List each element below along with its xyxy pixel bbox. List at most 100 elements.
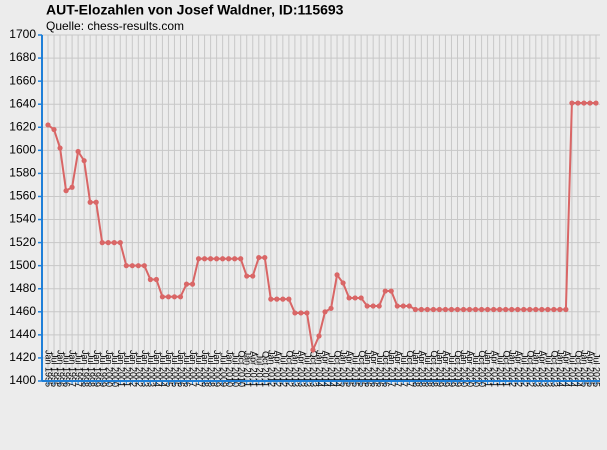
- x-tick-label: Oct 2020: [477, 350, 487, 387]
- y-tick-label: 1520: [9, 235, 36, 249]
- x-tick-label: Jan 2008: [200, 350, 210, 387]
- x-tick-label: Oct 2017: [405, 350, 415, 387]
- x-tick-label: Jul 2019: [447, 353, 457, 387]
- data-point: [165, 294, 172, 300]
- x-tick-label: Oct 2012: [285, 350, 295, 387]
- x-tick-label: Apr 2011: [248, 351, 258, 387]
- x-tick-label: Jan 2022: [507, 350, 517, 387]
- y-tick-label: 1560: [9, 189, 36, 203]
- data-point: [412, 306, 418, 313]
- x-tick-label: Jan 1995: [44, 350, 54, 387]
- x-tick-label: Jan 2014: [315, 350, 325, 387]
- x-tick-label: Jul 1995: [50, 353, 60, 387]
- x-tick-label: Apr 2022: [513, 350, 523, 387]
- data-point: [81, 158, 87, 164]
- data-point: [99, 240, 105, 246]
- data-point: [406, 303, 412, 309]
- x-tick-label: Jul 2006: [182, 353, 192, 387]
- x-tick-label: Oct 2023: [549, 350, 559, 387]
- data-point: [93, 199, 99, 205]
- data-point: [268, 296, 274, 302]
- data-point: [418, 306, 424, 313]
- x-tick-label: Jan 2018: [411, 350, 421, 387]
- data-point: [51, 126, 57, 133]
- x-tick-label: Jan 2000: [104, 350, 114, 387]
- data-point: [370, 303, 376, 309]
- data-point: [238, 256, 244, 262]
- data-point: [466, 306, 473, 313]
- data-point: [111, 240, 117, 246]
- data-point: [45, 122, 51, 128]
- data-point: [521, 306, 527, 313]
- x-tick-label: Apr 2025: [586, 350, 596, 387]
- x-tick-label: Jul 2008: [206, 353, 216, 387]
- data-point: [304, 310, 310, 316]
- data-point: [436, 306, 443, 313]
- x-tick-label: Jul 2017: [399, 353, 409, 387]
- data-point: [207, 256, 214, 262]
- data-point: [75, 148, 81, 155]
- data-point: [298, 310, 304, 316]
- data-point: [292, 310, 298, 316]
- data-point: [503, 306, 509, 313]
- data-point: [214, 256, 220, 262]
- data-point: [286, 296, 292, 302]
- data-point: [527, 306, 533, 313]
- data-point: [545, 306, 551, 313]
- data-point: [497, 306, 503, 313]
- data-point: [201, 256, 208, 262]
- x-tick-label: Jul 2005: [170, 353, 180, 387]
- x-tick-label: Jan 2016: [363, 350, 373, 387]
- data-point: [593, 100, 599, 106]
- data-point: [587, 100, 593, 106]
- x-tick-label: Jan 2003: [140, 350, 150, 387]
- x-tick-label: Jul 2013: [303, 353, 313, 387]
- data-point: [123, 263, 129, 269]
- data-point: [135, 263, 141, 269]
- x-tick-label: Jul 2018: [423, 353, 433, 387]
- x-tick-label: Apr 2014: [321, 350, 331, 387]
- chart-subtitle: Quelle: chess-results.com: [46, 19, 184, 33]
- x-tick-label: Jan 2021: [483, 350, 493, 387]
- data-point: [388, 288, 394, 294]
- x-tick-label: Jul 2003: [146, 353, 156, 387]
- y-tick-label: 1580: [9, 166, 36, 180]
- data-point: [460, 306, 467, 313]
- data-point: [340, 280, 346, 286]
- x-tick-label: Jul 1998: [86, 353, 96, 387]
- x-tick-label: Jan 2004: [152, 350, 162, 387]
- data-point: [63, 188, 69, 194]
- x-tick-label: Jul 1999: [98, 353, 108, 387]
- data-point: [442, 306, 449, 313]
- data-point: [87, 199, 93, 205]
- chart-title: AUT-Elozahlen von Josef Waldner, ID:1156…: [46, 2, 344, 18]
- data-point: [316, 333, 322, 339]
- data-point: [195, 256, 202, 262]
- x-tick-label: Jan 2007: [188, 350, 198, 387]
- data-point: [232, 256, 238, 262]
- x-tick-label: Jan 2002: [128, 350, 138, 387]
- data-point: [551, 306, 557, 313]
- data-point: [171, 294, 178, 300]
- x-tick-label: Jan 2005: [164, 350, 174, 387]
- data-point: [105, 240, 111, 246]
- data-point: [575, 100, 581, 106]
- x-tick-label: Jul 2023: [543, 353, 553, 387]
- data-point: [226, 256, 232, 262]
- x-tick-label: Oct 2021: [501, 350, 511, 387]
- x-tick-label: Jul 2016: [375, 353, 385, 387]
- data-point: [141, 263, 147, 269]
- y-tick-label: 1680: [9, 50, 36, 64]
- y-tick-label: 1640: [9, 96, 36, 110]
- data-point: [189, 281, 196, 287]
- x-tick-label: Jul 1997: [74, 353, 84, 387]
- x-tick-label: Jan 2012: [266, 350, 276, 387]
- y-tick-label: 1420: [9, 350, 36, 364]
- x-tick-label: Jul 2015: [351, 353, 361, 387]
- data-point: [328, 305, 334, 311]
- data-point: [491, 306, 497, 313]
- x-tick-label: Oct 2022: [525, 350, 535, 387]
- x-tick-label: Jul 2004: [158, 353, 168, 387]
- x-tick-label: Apr 2016: [369, 350, 379, 387]
